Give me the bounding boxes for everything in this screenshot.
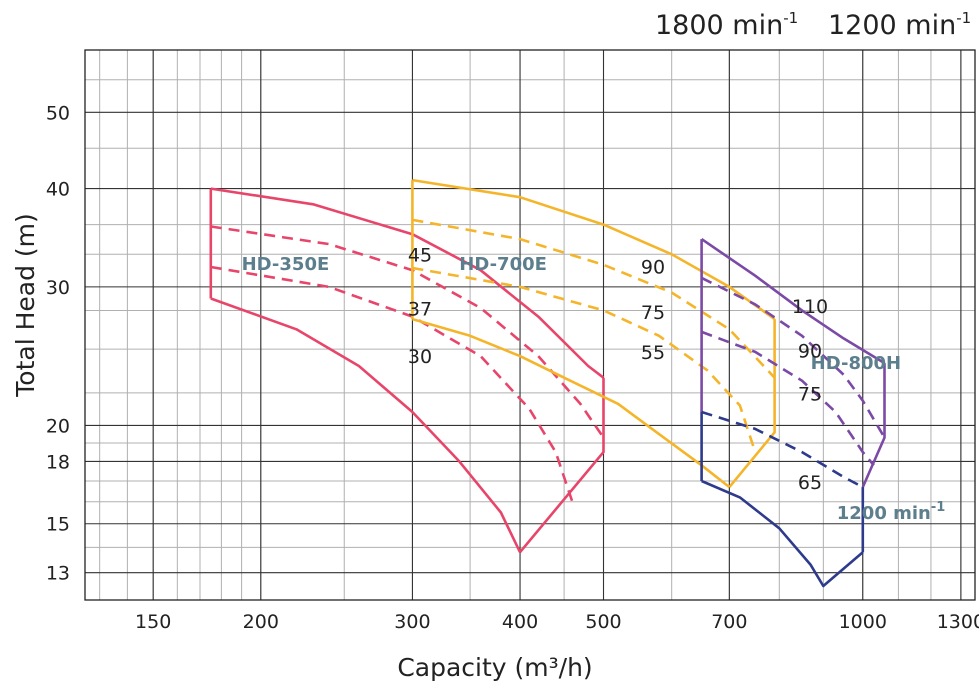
model-label-hd-800h: HD-800H xyxy=(811,353,901,374)
kw-labels: 45 37 30 90 75 55 110 90 75 65 xyxy=(408,245,828,494)
low-speed-label: 1200 min-1 xyxy=(837,500,946,524)
model-label-hd-350e: HD-350E xyxy=(242,254,330,275)
curve-hd-700e-solid xyxy=(728,319,776,488)
kw-label: 110 xyxy=(792,296,828,318)
curve-hd-350e-solid xyxy=(519,377,605,554)
y-tick-label: 13 xyxy=(46,563,70,585)
speed-header-1800: 1800 min-1 xyxy=(655,9,798,41)
curve-hd-700e-dashed-75 xyxy=(412,266,757,453)
y-tick-label: 15 xyxy=(46,514,70,536)
model-label-hd-700e: HD-700E xyxy=(459,254,547,275)
curve-hd-350e-dashed-37 xyxy=(210,265,574,503)
speed-header-1200: 1200 min-1 xyxy=(828,9,971,41)
y-axis-title: Total Head (m) xyxy=(11,213,40,398)
y-tick-label: 20 xyxy=(46,415,70,437)
x-tick-label: 400 xyxy=(502,611,538,633)
curve-hd-800h-solid xyxy=(861,363,886,488)
y-tick-label: 50 xyxy=(46,102,70,124)
curves xyxy=(209,178,886,588)
kw-label: 90 xyxy=(641,256,665,278)
x-tick-label: 1300 xyxy=(937,611,979,633)
curve-hd-800h-dashed-75 xyxy=(701,410,864,489)
kw-label: 75 xyxy=(798,384,822,406)
kw-label: 90 xyxy=(798,340,822,362)
curve-hd-800h-solid xyxy=(700,238,886,365)
x-tick-label: 700 xyxy=(711,611,747,633)
y-tick-label: 40 xyxy=(46,179,70,201)
speed-header: 1800 min-1 1200 min-1 xyxy=(655,9,971,41)
x-axis-title: Capacity (m³/h) xyxy=(397,653,592,682)
kw-label: 37 xyxy=(408,298,432,320)
y-tick-label: 18 xyxy=(46,451,70,473)
x-tick-label: 300 xyxy=(394,611,430,633)
x-tick-label: 1000 xyxy=(839,611,887,633)
curve-hd-700e-dashed-90 xyxy=(412,218,776,379)
kw-label: 55 xyxy=(641,342,665,364)
x-tick-labels: 150 200 300 400 500 700 1000 1300 xyxy=(135,611,979,633)
y-tick-label: 30 xyxy=(46,277,70,299)
y-tick-labels: 13 15 18 20 30 40 50 xyxy=(46,102,70,584)
kw-label: 75 xyxy=(641,302,665,324)
curve-hd-700e-solid xyxy=(412,178,776,321)
plot-frame xyxy=(84,49,976,601)
curve-hd-350e-solid xyxy=(210,297,522,553)
curve-hd-350e-solid xyxy=(210,187,605,379)
curve-hd-800h-solid xyxy=(701,479,864,588)
curve-hd-350e-dashed-45 xyxy=(210,225,605,439)
x-tick-label: 150 xyxy=(135,611,171,633)
curve-hd-800h-dashed-110 xyxy=(701,276,886,439)
model-labels: HD-350E HD-700E HD-800H 1200 min-1 xyxy=(242,254,946,524)
kw-label: 45 xyxy=(408,245,432,267)
curve-hd-700e-solid xyxy=(412,317,731,489)
kw-label: 30 xyxy=(408,346,432,368)
curve-hd-800h-dashed-90 xyxy=(701,330,875,467)
kw-label: 65 xyxy=(798,472,822,494)
x-tick-label: 500 xyxy=(585,611,621,633)
grid xyxy=(85,50,975,600)
x-tick-label: 200 xyxy=(243,611,279,633)
